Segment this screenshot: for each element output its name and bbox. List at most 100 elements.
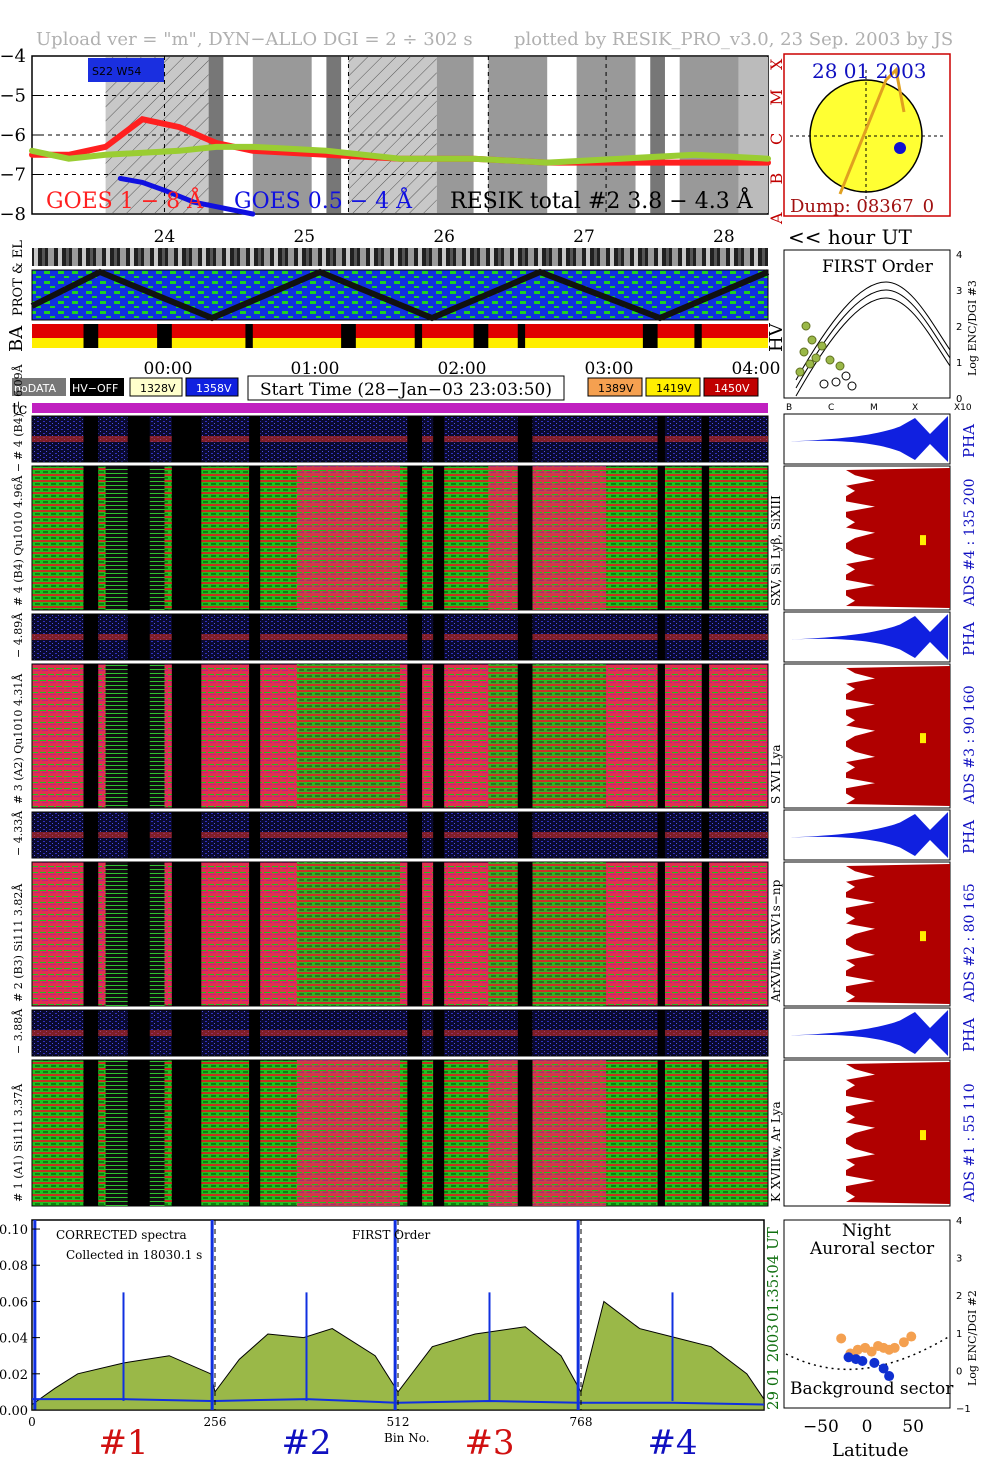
latitude-point [866,1346,877,1357]
spectrogram-region [488,1060,607,1206]
ads-marker [920,931,926,942]
pha-gap [171,416,202,462]
pha-gap [249,614,261,660]
channel-gap [171,862,202,1006]
flare-class-label: A [767,212,786,225]
fo-point [805,359,815,369]
pha-gap [517,614,533,660]
goes-x-tick-label: 25 [293,227,315,247]
channel-label: # 3 (A2) Qu1010 4.31Å [11,673,25,804]
spectrogram-region [296,664,400,808]
goes-y-tick-label: −5 [0,86,26,107]
start-time: Start Time (28−Jan−03 23:03:50) [260,380,552,400]
ba-strip [32,324,768,338]
pha-gap [517,812,533,858]
channel-gap [83,1060,99,1206]
pha-line-band [32,436,768,442]
orbit-gap [245,324,253,348]
spectrogram-region [488,664,607,808]
pha-gap [127,1010,150,1056]
pha-histogram [790,812,948,858]
spectrum-side-date: 29 01 2003 [764,1324,782,1410]
active-region-marker [894,142,906,154]
hv-label: HV [766,322,787,352]
latitude-y-tick-label: −1 [956,1404,971,1415]
time-tick-label: 00:00 [144,359,193,379]
channel-gap [701,862,710,1006]
ads-histogram [846,864,950,1004]
segment-labels: #1 #2 #3 #4 [98,1423,697,1463]
spectrum-title: FIRST Order [352,1228,430,1242]
legend-hvoff-box [70,378,124,396]
pha-line-band [32,634,768,640]
channel-gap [517,1060,533,1206]
orbit-gap [157,324,172,348]
spectrum-y-tick-label: 0.00 [0,1404,28,1419]
dump-label: Dump: 08367_0 [790,196,934,217]
legend-1450: 1450V [714,382,750,395]
channel-gap [433,466,445,610]
fo-y-tick: 1 [956,358,962,369]
legend-hvoff: HV−OFF [72,382,118,395]
segment-label: #2 [281,1423,331,1463]
spectrogram-region [488,466,607,610]
legend-1358: 1358V [196,382,232,395]
latitude-y-tick-label: 0 [956,1366,962,1377]
orbit-panel: PROT & EL BA HV 00:00 01:00 02:00 03:00 04:0… [6,240,787,379]
latitude-title-3: Background sector [790,1379,954,1399]
fo-point [801,321,811,331]
ba-label: BA [6,325,27,352]
ads-marker [920,535,926,546]
fo-open-point [847,381,857,391]
sun-date: 28 01 2003 [812,59,927,83]
start-time-box [247,375,565,401]
fo-x-tick: C [828,403,834,413]
legend-1389: 1389V [598,382,634,395]
spectrogram-region [296,1060,400,1206]
latitude-x-tick-label: −50 [803,1417,839,1437]
first-order-title: FIRST Order [822,257,934,277]
spectrum-annotation-1: CORRECTED spectra [56,1228,187,1242]
goes-legend-1-8: GOES 1 − 8 Å [46,186,204,214]
time-ticks: 00:00 01:00 02:00 03:00 04:00 [144,359,781,379]
goes-y-tick-label: −4 [0,46,26,67]
sun-position-panel: 28 01 2003 Dump: 08367_0 [783,53,951,217]
channel-gap [127,1060,150,1206]
line-ids-label: S XVI Lya [769,745,783,805]
tc-strip [32,403,768,413]
fo-y-tick: 2 [956,322,962,333]
spectrum-background-line [32,1398,765,1406]
latitude-panel: Night Auroral sector Background sector −… [783,1216,979,1461]
goes-y-tick-label: −7 [0,165,26,186]
pha-gap [433,812,445,858]
pha-gap [407,416,423,462]
orbit-gap [473,324,489,348]
particle-flux-strip [31,269,769,321]
latitude-point [889,1342,900,1353]
latitude-y-tick-label: 3 [956,1254,962,1265]
legend-nodata-box [12,378,66,396]
channel-gap [249,664,261,808]
ads-label: ADS #1 : 55 110 [962,1083,978,1203]
pha-gap [249,812,261,858]
legend-1328: 1328V [140,382,176,395]
fo-point [799,347,809,357]
latitude-y-tick-label: 4 [956,1216,962,1227]
latitude-point [906,1331,917,1342]
goes-y-tick-label: −6 [0,125,26,146]
hv-strip [32,338,768,348]
channel-label: # 1 (A1) Si111 3.37Å [11,1083,25,1202]
pha-label: PHA [960,820,978,854]
latitude-x-tick-label: 0 [862,1417,873,1437]
first-order-ticks: 4 3 2 1 0 B C M X X10 [786,250,972,413]
channel-gap [171,664,202,808]
pha-label: PHA [960,424,978,458]
pha-gap [657,812,665,858]
pha-gap [171,1010,202,1056]
goes-grid [32,56,768,214]
fo-point [807,335,817,345]
flare-class-labels: X M C B A [767,58,786,225]
ads-label: ADS #4 : 135 200 [962,478,978,607]
channel-gap [127,664,150,808]
